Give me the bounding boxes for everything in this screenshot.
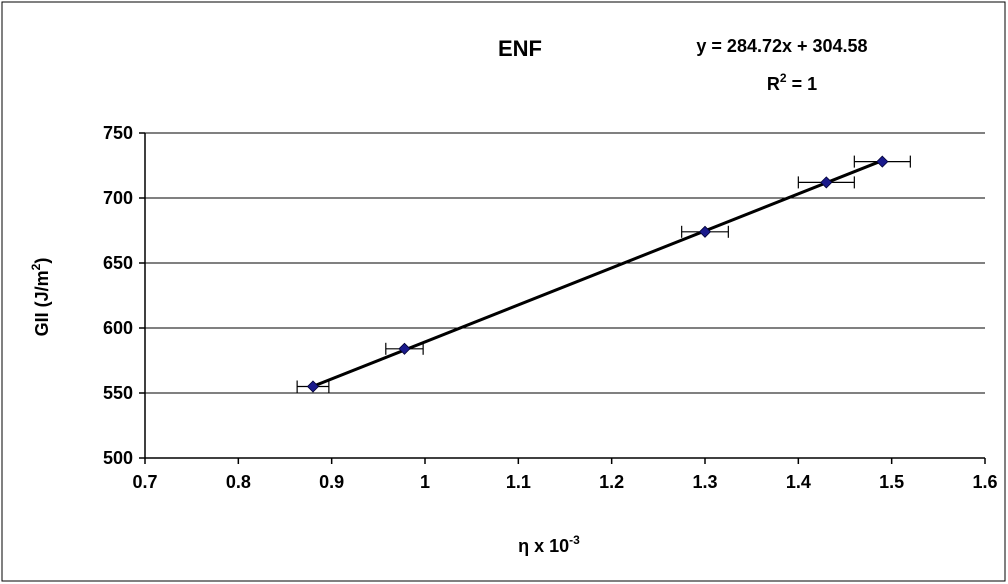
x-tick-label: 0.9	[319, 472, 344, 492]
x-axis-label-sup: -3	[569, 533, 580, 547]
x-tick-label: 1.6	[972, 472, 997, 492]
chart-title: ENF	[498, 36, 542, 61]
x-axis-label: η x 10-3	[518, 533, 580, 556]
x-axis-label-base: η x 10	[518, 536, 569, 556]
data-series	[296, 155, 911, 393]
r-squared-sup: 2	[780, 71, 787, 85]
y-tick-label: 550	[103, 383, 133, 403]
x-tick-label: 0.7	[132, 472, 157, 492]
y-tick-label: 750	[103, 123, 133, 143]
y-axis-label-base: GII (J/m	[32, 270, 52, 336]
x-tick-label: 1.5	[879, 472, 904, 492]
x-tick-label: 1.3	[692, 472, 717, 492]
x-tick-label: 1.2	[599, 472, 624, 492]
x-tick-label: 1.4	[786, 472, 811, 492]
y-axis-label: GII (J/m2)	[29, 258, 52, 337]
y-tick-label: 500	[103, 448, 133, 468]
grid-lines	[145, 132, 985, 394]
data-point	[306, 380, 320, 393]
x-tick-labels: 0.7 0.8 0.9 1 1.1 1.2 1.3 1.4 1.5 1.6	[132, 458, 998, 492]
y-tick-label: 700	[103, 188, 133, 208]
x-tick-label: 1.1	[506, 472, 531, 492]
r-squared-label: R2 = 1	[767, 71, 817, 94]
r-squared-value: = 1	[787, 74, 818, 94]
r-squared-base: R	[767, 74, 780, 94]
plot-area	[144, 133, 985, 459]
x-tick-label: 0.8	[226, 472, 251, 492]
y-axis-label-sup: 2	[29, 263, 43, 270]
data-point	[820, 176, 833, 189]
y-tick-label: 600	[103, 318, 133, 338]
x-tick-label: 1	[420, 472, 430, 492]
trendline-equation: y = 284.72x + 304.58	[696, 36, 867, 56]
y-tick-labels: 500 550 600 650 700 750	[103, 123, 145, 468]
data-point	[876, 155, 889, 168]
data-point	[398, 342, 411, 355]
data-point	[698, 225, 712, 238]
y-axis-label-end: )	[32, 258, 52, 264]
y-tick-label: 650	[103, 253, 133, 273]
